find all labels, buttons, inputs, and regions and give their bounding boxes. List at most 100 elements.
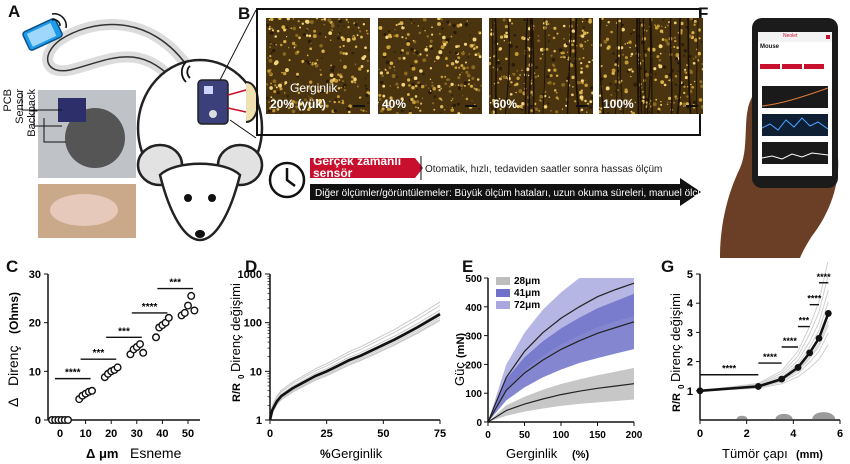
callout-lines [219, 9, 257, 139]
micrograph-grain [542, 53, 544, 56]
micrograph-grain [301, 22, 304, 25]
micrograph-grain [508, 86, 511, 88]
micrograph-grain [692, 61, 696, 65]
micrograph-grain [275, 44, 277, 46]
micrograph-grain [626, 70, 630, 73]
micrograph-grain [584, 83, 588, 88]
micrograph-grain [605, 37, 610, 41]
micrograph-grain [360, 35, 363, 39]
d-x-tick-label: 0 [267, 428, 273, 440]
e-x-tick-label: 150 [589, 430, 606, 441]
micrograph-grain [497, 59, 500, 62]
e-ylabel: Güç [452, 362, 467, 386]
micrograph-grain [680, 21, 684, 26]
micrograph-grain [643, 29, 646, 31]
micrograph-grain [297, 20, 300, 23]
micrograph-grain [334, 79, 339, 83]
micrograph-grain [503, 40, 505, 42]
micrograph-grain [457, 86, 462, 90]
micrograph-grain [354, 22, 358, 27]
d-xlabel: Gerginlik [331, 446, 383, 461]
micrograph-grain [516, 104, 520, 109]
micrograph-grain [328, 31, 333, 35]
micrograph-crack [599, 18, 605, 114]
micrograph-grain [660, 25, 663, 28]
d-trial-line [269, 301, 441, 421]
micrograph-grain [358, 67, 362, 71]
d-trial-line [269, 309, 441, 421]
micrograph-grain [388, 66, 392, 70]
mouse-eye-right [208, 194, 216, 202]
micrograph-grain [291, 109, 296, 114]
phone-tab-2[interactable] [782, 64, 802, 69]
e-y-tick-label: 100 [465, 389, 482, 400]
micrograph-grain [654, 25, 659, 30]
mouse-head [158, 162, 242, 242]
micrograph-grain [642, 90, 644, 93]
micrograph-grain [365, 110, 368, 113]
micrograph-grain [490, 32, 494, 36]
micrograph-grain [319, 73, 323, 76]
micrograph-grain [288, 59, 291, 62]
micrograph-grain [586, 111, 588, 113]
micrograph-grain [308, 34, 312, 38]
micrograph-grain [421, 97, 424, 100]
micrograph-grain [565, 42, 569, 46]
micrograph-grain [358, 96, 362, 99]
micrograph-grain [346, 106, 351, 111]
micrograph-grain [588, 18, 592, 22]
micrograph-grain [357, 26, 360, 29]
micrograph-grain [547, 23, 550, 25]
micrograph-grain [548, 80, 552, 85]
micrograph-grain [401, 96, 404, 99]
phone-menu-icon[interactable] [826, 35, 830, 39]
g-significance-label: **** [783, 336, 798, 346]
phone-chart-3 [762, 142, 828, 164]
realtime-arrow [310, 158, 423, 178]
micrograph-grain [330, 68, 335, 73]
micrograph-grain [489, 94, 491, 98]
micrograph-grain [566, 51, 569, 53]
micrograph-grain [653, 67, 657, 71]
micrograph-grain [539, 94, 544, 99]
g-mean-point [794, 364, 802, 371]
micrograph-grain [288, 47, 290, 49]
micrograph-grain [338, 19, 343, 24]
micrograph-grain [630, 75, 632, 78]
micrograph-grain [451, 98, 454, 100]
micrograph-grain [562, 24, 566, 28]
d-y-tick-label: 10 [250, 366, 262, 378]
micrograph-grain [692, 57, 695, 60]
phone-tab-3[interactable] [804, 64, 824, 69]
micrograph-grain [472, 47, 476, 50]
phone-wifi-icon [51, 13, 67, 29]
chart-e: 0 100 200 300 400 500 0 50 100 150 200 28μm41μm72μm… [452, 274, 643, 461]
micrograph-grain [302, 33, 307, 37]
micrograph-grain [553, 26, 557, 30]
micrograph-grain [329, 100, 331, 103]
phone-tab-1[interactable] [760, 64, 780, 69]
micrograph-grain [286, 94, 289, 98]
micrograph-grain [519, 74, 521, 76]
micrograph-grain [331, 83, 333, 85]
micrograph-grain [451, 106, 454, 109]
micrograph-grain [571, 29, 575, 33]
micrograph-grain [660, 103, 663, 106]
micrograph-grain [693, 23, 696, 26]
e-y-tick-label: 200 [465, 360, 482, 371]
micrograph-grain [268, 58, 273, 63]
micrograph-grain [309, 97, 314, 101]
micrograph-grain [562, 83, 565, 85]
micrograph-grain [521, 107, 523, 110]
micrograph-grain [441, 22, 443, 25]
micrograph-crack [687, 18, 692, 114]
e-xlabel-unit: (%) [572, 449, 589, 461]
phone-brand: Neolet [783, 33, 798, 39]
micrograph-grain [417, 106, 420, 109]
micrograph-grain [504, 24, 509, 29]
g-trial-line [699, 274, 829, 392]
micrograph-grain [658, 58, 662, 62]
micrograph-crack [695, 18, 699, 114]
micrograph-grain [612, 52, 615, 55]
micrograph-grain [398, 56, 402, 60]
